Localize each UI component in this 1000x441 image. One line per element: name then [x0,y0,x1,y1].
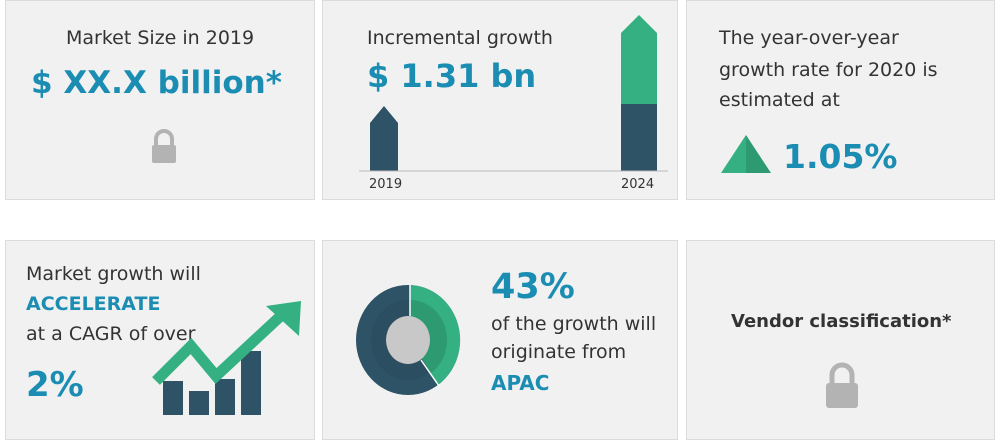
yoy-panel: The year-over-year growth rate for 2020 … [686,0,995,200]
donut-chart [356,285,461,395]
bar-2024-growth [621,15,657,104]
market-size-label: Market Size in 2019 [66,27,255,49]
cagr-panel: Market growth will ACCELERATE at a CAGR … [5,240,315,440]
yoy-line-2: growth rate for 2020 is [719,59,938,81]
yoy-line-1: The year-over-year [719,27,899,49]
bar-2019 [370,106,398,171]
lock-icon [152,129,176,163]
yoy-value: 1.05% [783,137,898,176]
year-2019: 2019 [369,177,403,192]
growth-chart-arrow-icon [152,301,301,415]
cagr-highlight: ACCELERATE [26,293,161,315]
incremental-value: $ 1.31 bn [367,57,537,95]
yoy-line-3: estimated at [719,89,840,111]
vendor-panel: Vendor classification* [686,240,995,440]
year-2024: 2024 [621,177,655,192]
lock-icon [826,362,858,408]
cagr-line-1: Market growth will [26,263,201,285]
bar-2024-base [621,104,657,171]
triangle-up-icon [721,135,771,173]
region-name: APAC [491,371,550,395]
incremental-label: Incremental growth [367,27,553,49]
cagr-value: 2% [26,365,84,405]
vendor-label[interactable]: Vendor classification* [731,311,952,332]
bar-chart [359,15,668,172]
region-line-2: originate from [491,341,627,363]
region-panel: 43% of the growth will originate from AP… [322,240,678,440]
region-line-1: of the growth will [491,313,657,335]
market-size-panel: Market Size in 2019 $ XX.X billion* [5,0,315,200]
incremental-growth-panel: Incremental growth $ 1.31 bn 2019 2024 [322,0,678,200]
cagr-line-2: at a CAGR of over [26,323,196,345]
region-value: 43% [491,267,575,307]
market-size-value: $ XX.X billion* [31,65,282,101]
